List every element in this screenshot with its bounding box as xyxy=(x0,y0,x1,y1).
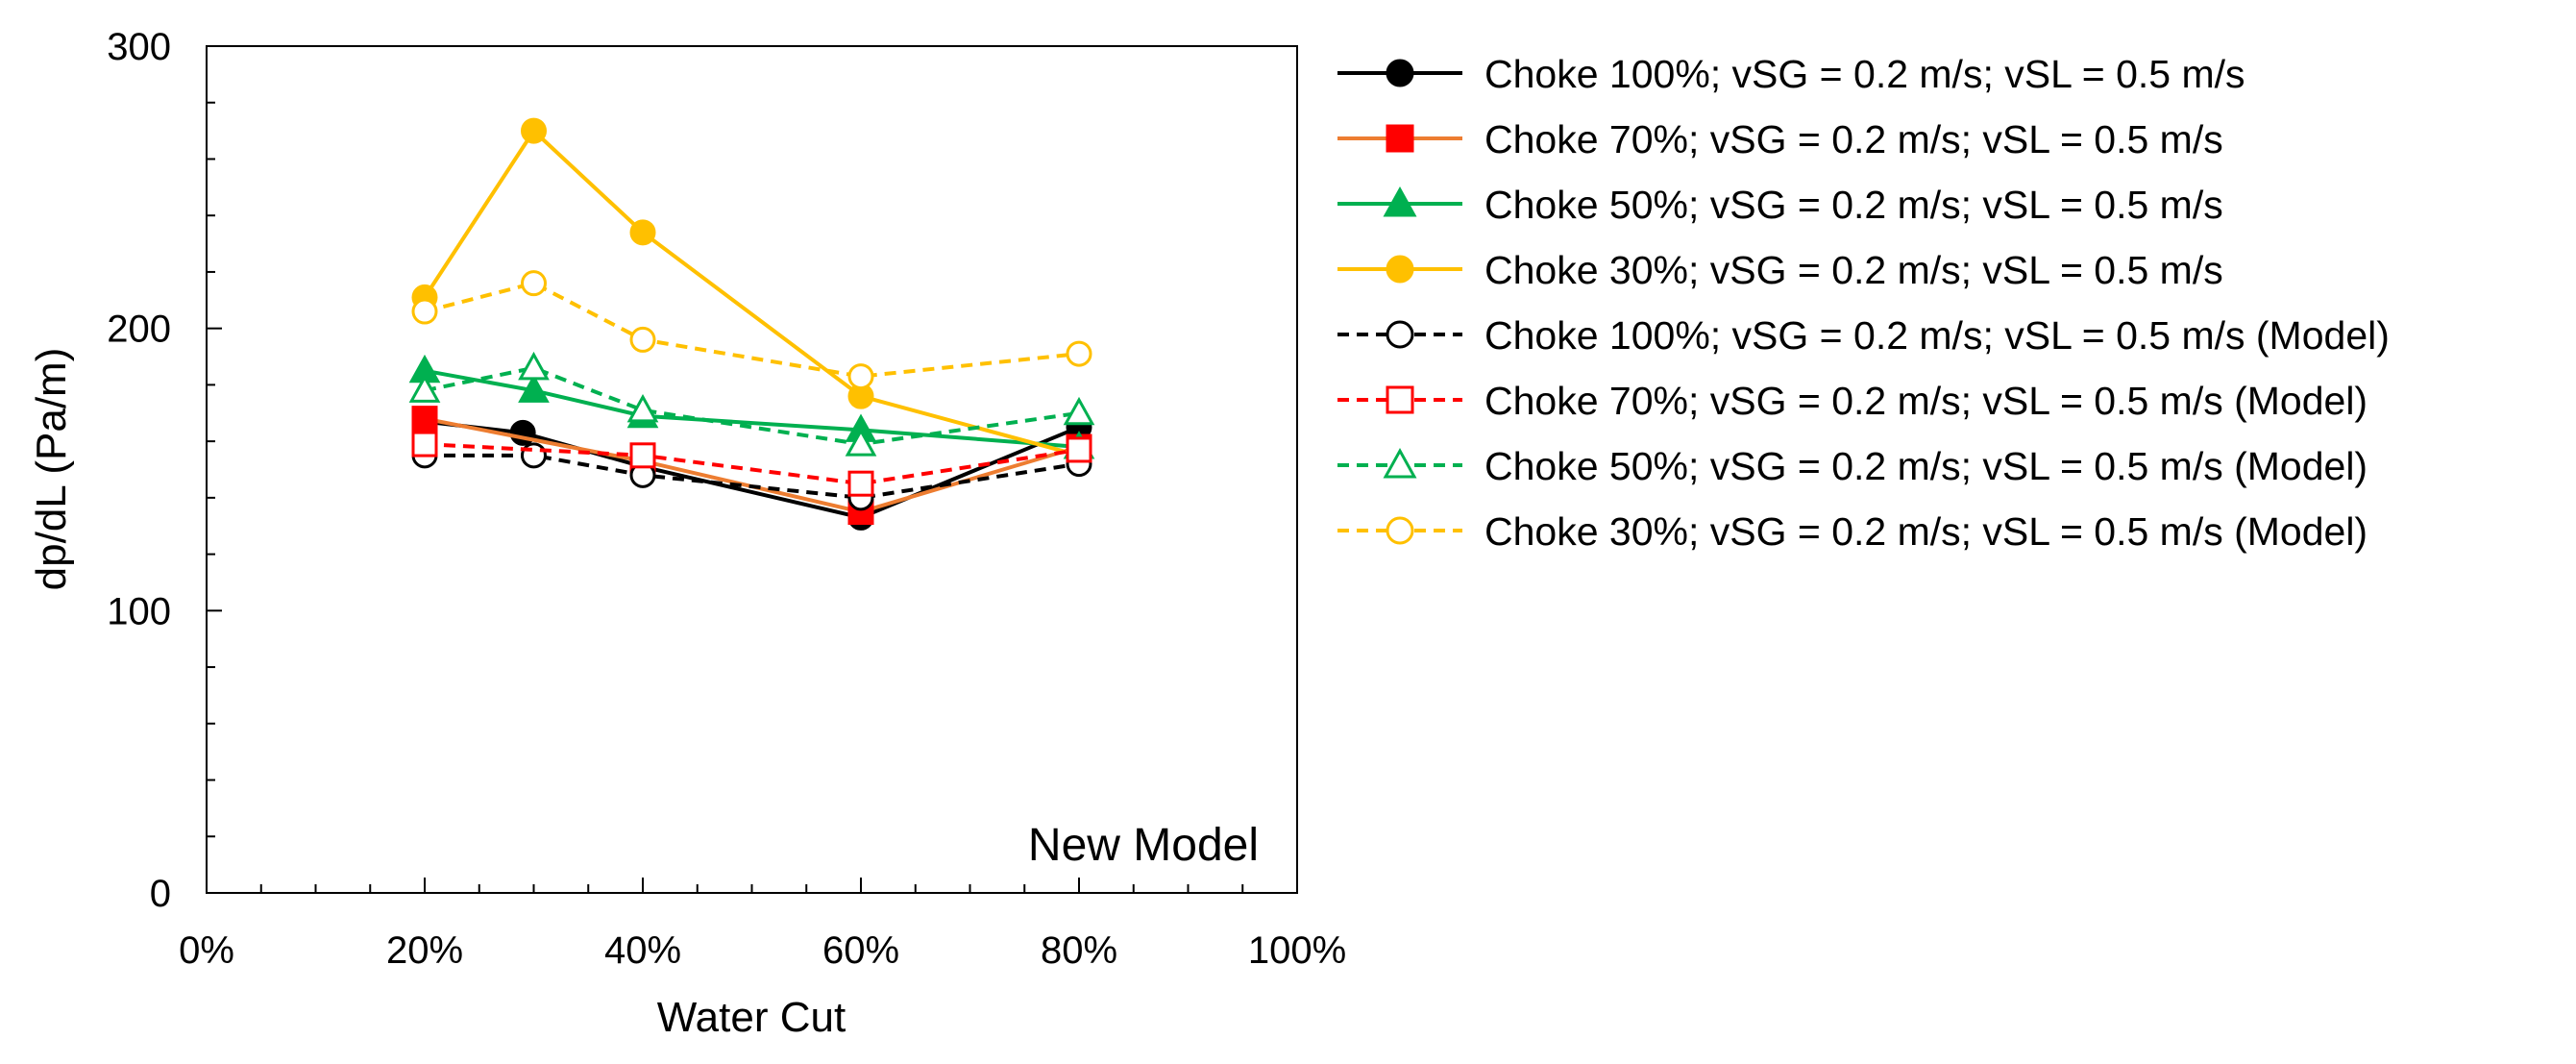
data-point xyxy=(629,442,656,469)
legend-item: Choke 50%; vSG = 0.2 m/s; vSL = 0.5 m/s … xyxy=(1337,444,2367,488)
data-point xyxy=(521,117,547,144)
legend-marker xyxy=(1386,320,1414,349)
data-point xyxy=(847,363,874,390)
legend-label: Choke 30%; vSG = 0.2 m/s; vSL = 0.5 m/s … xyxy=(1484,509,2367,554)
x-tick-label: 100% xyxy=(1248,929,1346,972)
legend-label: Choke 70%; vSG = 0.2 m/s; vSL = 0.5 m/s xyxy=(1484,117,2223,161)
x-tick-label: 0% xyxy=(179,929,234,972)
legend-marker xyxy=(1386,59,1414,87)
legend-item: Choke 100%; vSG = 0.2 m/s; vSL = 0.5 m/s xyxy=(1337,52,2245,96)
legend-item: Choke 100%; vSG = 0.2 m/s; vSL = 0.5 m/s… xyxy=(1337,313,2390,358)
legend-label: Choke 50%; vSG = 0.2 m/s; vSL = 0.5 m/s xyxy=(1484,183,2223,227)
legend-marker xyxy=(1386,124,1414,153)
x-tick-label: 60% xyxy=(822,929,899,972)
tick-labels: 0% 20% 40% 60% 80% 100% 0 100 200 300 xyxy=(107,26,1346,972)
legend-label: Choke 70%; vSG = 0.2 m/s; vSL = 0.5 m/s … xyxy=(1484,379,2367,423)
data-point xyxy=(521,442,547,469)
series-line xyxy=(424,365,1080,447)
data-point xyxy=(1063,396,1095,426)
series-line xyxy=(424,442,1080,486)
x-tick-label: 20% xyxy=(386,929,463,972)
annotation-new-model: New Model xyxy=(1028,820,1259,871)
data-point xyxy=(1066,436,1092,463)
legend-item: Choke 50%; vSG = 0.2 m/s; vSL = 0.5 m/s xyxy=(1337,183,2223,227)
plot-area xyxy=(206,45,1298,894)
series-8 xyxy=(411,270,1092,390)
legend-label: Choke 100%; vSG = 0.2 m/s; vSL = 0.5 m/s xyxy=(1484,52,2245,96)
data-point xyxy=(1066,340,1092,367)
x-tick-label: 80% xyxy=(1041,929,1117,972)
legend-label: Choke 50%; vSG = 0.2 m/s; vSL = 0.5 m/s … xyxy=(1484,444,2367,488)
series-7 xyxy=(408,351,1095,457)
legend-item: Choke 30%; vSG = 0.2 m/s; vSL = 0.5 m/s xyxy=(1337,248,2223,292)
legend-item: Choke 30%; vSG = 0.2 m/s; vSL = 0.5 m/s … xyxy=(1337,509,2367,554)
data-point xyxy=(518,351,550,381)
axis-ticks xyxy=(206,45,1298,894)
data-point xyxy=(411,406,438,433)
legend-marker xyxy=(1383,447,1417,479)
data-point xyxy=(521,270,547,297)
y-tick-label: 100 xyxy=(107,590,171,632)
legend-marker xyxy=(1386,255,1414,284)
legend: Choke 100%; vSG = 0.2 m/s; vSL = 0.5 m/s… xyxy=(1337,52,2390,554)
data-point xyxy=(411,431,438,458)
data-point xyxy=(518,374,550,403)
data-point xyxy=(629,326,656,353)
legend-label: Choke 100%; vSG = 0.2 m/s; vSL = 0.5 m/s… xyxy=(1484,313,2390,358)
data-point xyxy=(629,219,656,246)
x-axis-label: Water Cut xyxy=(657,994,846,1041)
legend-item: Choke 70%; vSG = 0.2 m/s; vSL = 0.5 m/s xyxy=(1337,117,2223,161)
x-tick-label: 40% xyxy=(604,929,681,972)
data-point xyxy=(408,374,441,403)
data-point xyxy=(626,393,659,423)
legend-item: Choke 70%; vSG = 0.2 m/s; vSL = 0.5 m/s … xyxy=(1337,379,2367,423)
legend-marker xyxy=(1383,186,1417,217)
y-tick-label: 0 xyxy=(150,873,171,915)
legend-marker xyxy=(1386,385,1414,414)
legend-marker xyxy=(1386,516,1414,545)
data-point xyxy=(845,428,877,457)
y-axis-label: dp/dL (Pa/m) xyxy=(28,348,75,591)
data-point xyxy=(411,298,438,325)
data-point xyxy=(847,470,874,497)
y-tick-label: 200 xyxy=(107,309,171,351)
series-layer xyxy=(408,117,1095,531)
y-tick-label: 300 xyxy=(107,26,171,68)
series-6 xyxy=(411,431,1092,497)
legend-label: Choke 30%; vSG = 0.2 m/s; vSL = 0.5 m/s xyxy=(1484,248,2223,292)
